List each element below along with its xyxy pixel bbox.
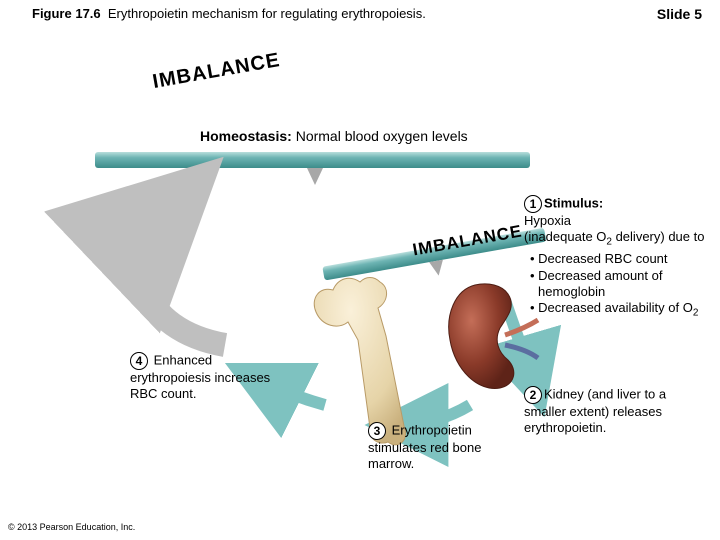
slide-number: Slide 5 (657, 6, 702, 22)
step-2-number: 2 (524, 386, 542, 404)
step-3-number: 3 (368, 422, 386, 440)
step-2-text: Kidney (and liver to a smaller extent) r… (524, 386, 666, 435)
figure-title: Figure 17.6 Erythropoietin mechanism for… (32, 6, 426, 21)
step-1-heading: Stimulus: (544, 195, 603, 210)
imbalance-label-mid: IMBALANCE (411, 222, 524, 261)
figure-label: Figure 17.6 (32, 6, 101, 21)
step-4-text: Enhanced erythropoiesis increases RBC co… (130, 352, 270, 401)
step-1-line2b: delivery) due to (612, 229, 705, 244)
homeostasis-bold: Homeostasis: (200, 128, 292, 144)
imbalance-label-top: IMBALANCE (151, 49, 282, 94)
homeostasis-rest: Normal blood oxygen levels (292, 128, 468, 144)
step-1-bullets: Decreased RBC count Decreased amount of … (524, 251, 709, 320)
homeostasis-label: Homeostasis: Normal blood oxygen levels (200, 128, 468, 144)
step-1-bullet-1: Decreased RBC count (538, 251, 709, 267)
step-1-number: 1 (524, 195, 542, 213)
figure-title-text: Erythropoietin mechanism for regulating … (108, 6, 426, 21)
step-1-line1: Hypoxia (524, 213, 571, 228)
balance-bar-top-icon (95, 152, 530, 185)
step-1-bullet-3: Decreased availability of O2 (538, 300, 709, 320)
step-1-bullet-2: Decreased amount of hemoglobin (538, 268, 709, 301)
step-4-block: 4 Enhanced erythropoiesis increases RBC … (130, 352, 280, 403)
step-2-block: 2Kidney (and liver to a smaller extent) … (524, 386, 704, 437)
step-1-line2a: (inadequate O (524, 229, 606, 244)
step-1-block: 1Stimulus: Hypoxia (inadequate O2 delive… (524, 195, 709, 320)
step-4-number: 4 (130, 352, 148, 370)
step-3-block: 3 Erythropoietin stimulates red bone mar… (368, 422, 513, 473)
feedback-arrow-icon (142, 203, 225, 345)
copyright-text: © 2013 Pearson Education, Inc. (8, 522, 135, 532)
bone-icon (314, 278, 405, 445)
